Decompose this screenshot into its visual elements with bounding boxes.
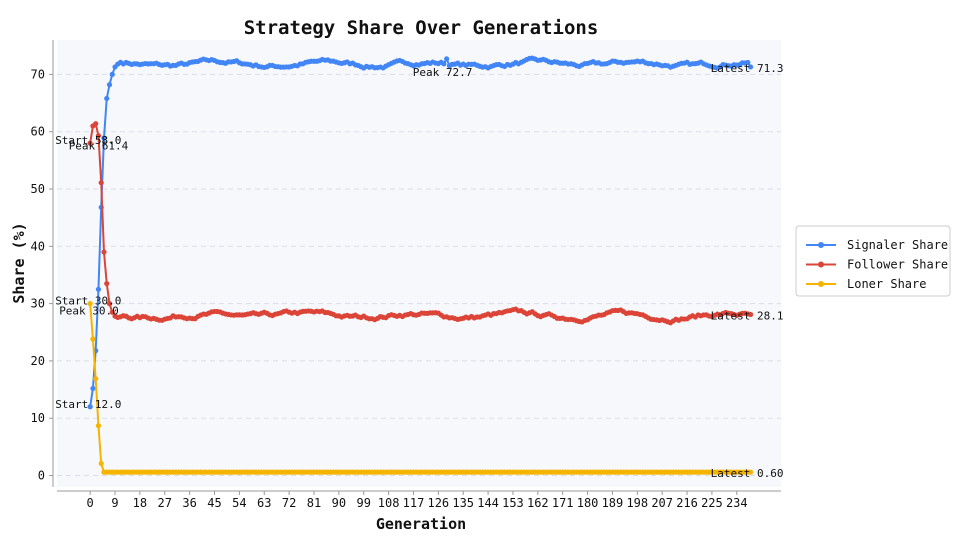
data-point [106,82,113,88]
annotation-peak: Peak 61.4 [69,140,129,153]
x-tick-label: 63 [257,496,271,510]
x-tick-label: 99 [357,496,371,510]
y-tick-label: 70 [31,67,45,81]
data-point [87,301,93,307]
annotation-start-of-series: Start 30.0 [55,295,121,308]
series-signaler [87,55,754,410]
x-tick-label: 72 [282,496,296,510]
x-tick-label: 126 [427,496,449,510]
annotation-start-of-series: Start 12.0 [55,398,121,411]
x-tick-label: 18 [133,496,147,510]
x-tick-label: 144 [477,496,499,510]
x-tick-label: 108 [378,496,400,510]
x-tick-label: 81 [307,496,321,510]
data-point [101,249,107,255]
data-point [748,311,754,318]
data-point [95,286,102,292]
series-loner [87,301,754,475]
x-tick-label: 54 [232,496,246,510]
y-tick-label: 10 [31,411,45,425]
data-point [87,140,93,146]
legend-label-signaler: Signaler Share [847,238,948,252]
data-point [441,61,447,67]
x-tick-label: 36 [182,496,196,510]
y-tick-label: 20 [31,354,45,368]
x-tick-label: 153 [502,496,524,510]
data-point [109,309,115,315]
data-point [98,180,104,186]
annotation-peak: Peak 30.0 [59,305,119,318]
data-point [444,56,450,62]
annotation-latest: Latest 28.1 [711,310,784,323]
x-tick-label: 9 [111,496,118,510]
y-tick-label: 40 [31,239,45,253]
y-tick-label: 30 [31,297,45,311]
chart-title: Strategy Share Over Generations [244,17,599,39]
annotation-peak: Peak 72.7 [413,66,473,79]
tick-labels: 0 10 20 30 40 50 60 70 0 9 18 27 36 45 54 63 72 81 90 99 108… [31,67,748,510]
series-follower [87,121,754,326]
data-point [748,64,754,70]
legend-marker-loner [818,281,824,287]
data-point [98,460,104,467]
data-point [87,404,93,410]
x-tick-label: 198 [626,496,648,510]
x-tick-label: 0 [87,496,94,510]
data-point [90,385,96,392]
data-point [104,280,110,287]
legend: Signaler Share Follower Share Loner Share [795,225,951,297]
series-layer [87,55,754,475]
x-tick-label: 216 [676,496,698,510]
annotation-latest: Latest 0.60 [711,467,784,480]
grid-lines [57,73,781,477]
x-tick-label: 135 [452,496,474,510]
legend-marker-signaler [818,242,824,248]
data-point [95,133,102,139]
x-tick-label: 225 [701,496,723,510]
data-point [104,95,110,102]
x-tick-label: 234 [726,496,748,510]
x-tick-label: 45 [207,496,221,510]
axes [49,40,781,495]
data-point [748,469,754,475]
data-point [95,423,102,429]
y-tick-label: 60 [31,125,45,139]
x-tick-label: 162 [527,496,549,510]
legend-label-follower: Follower Share [847,258,948,272]
legend-box [795,225,951,297]
x-tick-label: 171 [552,496,574,510]
x-tick-label: 180 [577,496,599,510]
annotation-start-of-series: Start 58.0 [55,134,121,147]
data-point [101,135,107,141]
legend-marker-follower [818,261,824,268]
x-tick-label: 117 [403,496,425,510]
x-axis-label: Generation [376,515,466,533]
data-point [93,121,99,127]
annotation-latest: Latest 71.3 [711,62,784,75]
plot-area [57,40,781,487]
x-tick-label: 189 [602,496,624,510]
x-tick-label: 90 [332,496,346,510]
data-point [93,376,99,382]
y-axis-label: Share (%) [10,222,28,303]
y-tick-label: 50 [31,182,45,196]
data-point [90,336,96,342]
data-point [745,59,751,66]
data-point [109,71,115,77]
legend-label-loner: Loner Share [847,277,926,291]
data-point [106,301,113,307]
y-tick-label: 0 [38,469,45,483]
x-tick-label: 27 [158,496,172,510]
x-tick-label: 207 [651,496,673,510]
